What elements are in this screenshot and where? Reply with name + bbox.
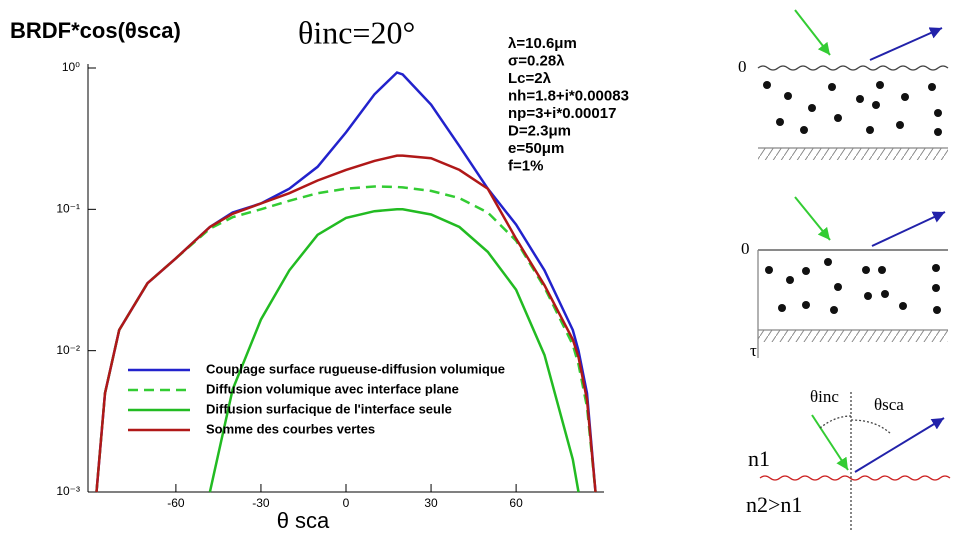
x-tick-label: 0 [343, 496, 350, 510]
parameter: e=50μm [508, 140, 564, 157]
diagram-label: n2>n1 [746, 492, 802, 517]
parameter: D=2.3μm [508, 122, 571, 139]
series-line [208, 208, 580, 493]
legend-label: Diffusion surfacique de l'interface seul… [206, 401, 452, 416]
incidence-label: θinc=20° [298, 14, 415, 50]
diagram-label: θinc [810, 387, 839, 406]
x-tick-label: 30 [424, 496, 438, 510]
x-tick-label: -30 [252, 496, 270, 510]
diagram-label: 0 [741, 239, 750, 258]
y-tick-label: 10⁻² [56, 343, 80, 357]
parameter: λ=10.6μm [508, 35, 577, 52]
diagram-label: τ [750, 341, 757, 360]
legend-label: Somme des courbes vertes [206, 421, 375, 436]
chart-title: BRDF*cos(θsca) [10, 18, 181, 43]
diagram-label: n1 [748, 446, 770, 471]
legend-label: Couplage surface rugueuse-diffusion volu… [206, 361, 505, 376]
x-axis-label: θ sca [277, 508, 330, 533]
series-line [95, 154, 597, 493]
y-tick-label: 10⁰ [62, 60, 80, 74]
parameter: σ=0.28λ [508, 52, 565, 69]
parameter: f=1% [508, 157, 543, 174]
parameter: np=3+i*0.00017 [508, 105, 616, 122]
parameters: λ=10.6μmσ=0.28λLc=2λnh=1.8+i*0.00083np=3… [508, 35, 629, 175]
diagram-label: θsca [874, 395, 904, 414]
legend-label: Diffusion volumique avec interface plane [206, 381, 459, 396]
diagram-label: 0 [738, 57, 747, 76]
x-tick-label: 60 [509, 496, 523, 510]
y-tick-label: 10⁻¹ [56, 202, 80, 216]
parameter: nh=1.8+i*0.00083 [508, 87, 629, 104]
diagram: 0 0 τ θinc θsca n1 n2>n1 [738, 9, 951, 530]
y-tick-label: 10⁻³ [56, 484, 80, 498]
x-tick-label: -60 [167, 496, 185, 510]
parameter: Lc=2λ [508, 70, 552, 87]
